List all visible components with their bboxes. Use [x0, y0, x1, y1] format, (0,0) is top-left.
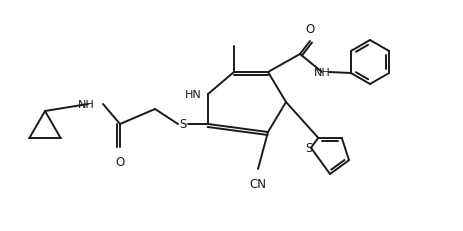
- Text: NH: NH: [313, 68, 330, 78]
- Text: O: O: [115, 155, 125, 168]
- Text: HN: HN: [185, 90, 201, 100]
- Text: S: S: [179, 118, 186, 131]
- Text: S: S: [305, 142, 312, 155]
- Text: O: O: [305, 23, 314, 36]
- Text: CN: CN: [249, 177, 266, 190]
- Text: NH: NH: [78, 100, 95, 109]
